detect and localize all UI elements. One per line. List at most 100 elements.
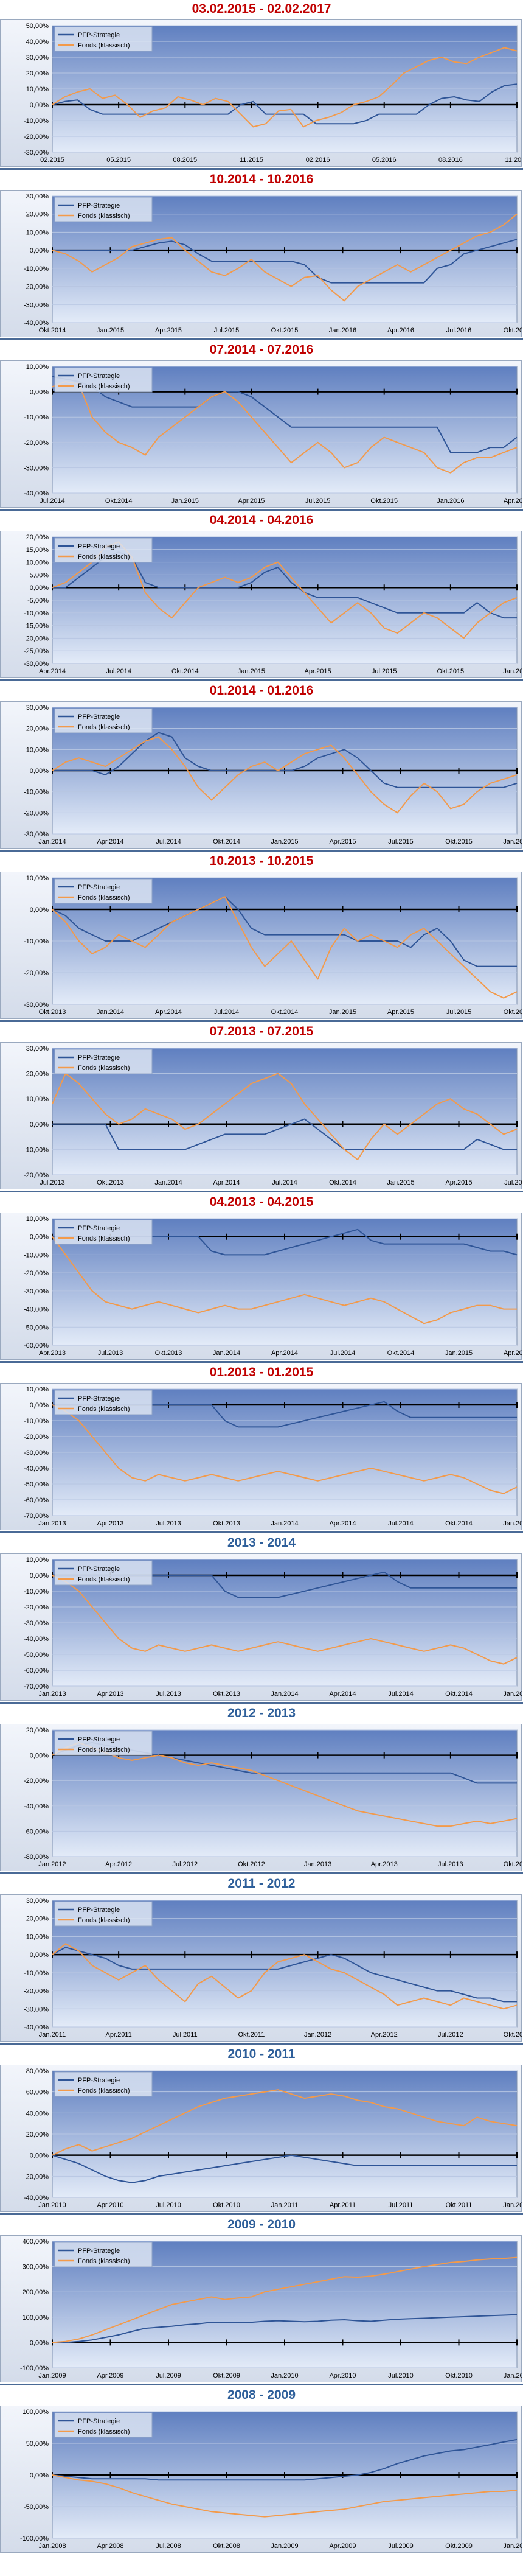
y-tick-label: -30,00% [24, 1288, 49, 1295]
y-tick-label: -40,00% [24, 1803, 49, 1810]
legend-box [54, 2242, 153, 2267]
x-tick-label: Jan.2011 [271, 2202, 298, 2209]
y-tick-label: -40,00% [24, 320, 49, 327]
series-line-fund [52, 1741, 518, 1827]
x-tick-label: Okt.2014 [171, 668, 199, 675]
y-tick-label: 0,00% [30, 102, 49, 109]
chart-title: 04.2013 - 04.2015 [209, 1195, 314, 1209]
series-line-strategy [52, 239, 518, 284]
x-tick-label: Jul.2009 [156, 2372, 181, 2379]
series-line-fund [52, 1575, 518, 1665]
x-tick-label: Apr.2014 [271, 1349, 298, 1357]
y-tick-label: -30,00% [24, 1001, 49, 1009]
x-tick-label: Jan.2015 [171, 497, 199, 505]
line-chart: 20,00% 15,00% 10,00% 5,00% 0,00% -5,00% -10,00… [24, 534, 522, 675]
x-tick-label: Jul.2015 [504, 1179, 522, 1186]
legend-label: PFP-Strategie [78, 2077, 120, 2084]
chart-panel: 03.02.2015 - 02.02.2017 50,00% 40,00% 30,00… [0, 0, 523, 170]
x-tick-label: 11.2016 [505, 156, 522, 164]
series-line-strategy [52, 2314, 518, 2343]
y-tick-label: 20,00% [26, 534, 49, 541]
chart-title: 2013 - 2014 [227, 1536, 296, 1550]
chart-title: 07.2013 - 07.2015 [209, 1024, 314, 1038]
legend-box [54, 1049, 153, 1074]
x-tick-label: Apr.2009 [97, 2372, 123, 2379]
legend-box [54, 1219, 153, 1245]
chart-panel: 2011 - 2012 30,00% 20,00% 10,00% 0,00% -10,00… [0, 1875, 523, 2045]
y-tick-label: -100,00% [20, 2365, 49, 2372]
y-tick-label: -100,00% [20, 2535, 49, 2543]
line-chart: 10,00% 0,00% -10,00% -20,00% -30,00% -40,00% -… [24, 1386, 522, 1527]
y-tick-label: -20,00% [24, 284, 49, 291]
y-tick-label: 300,00% [23, 2264, 49, 2271]
x-tick-label: Okt.2011 [446, 2202, 473, 2209]
x-tick-label: Jul.2010 [388, 2372, 414, 2379]
y-tick-label: -10,00% [24, 1418, 49, 1425]
y-tick-label: -70,00% [24, 1683, 49, 1690]
y-tick-label: 30,00% [26, 54, 49, 61]
x-tick-label: Jan.2013 [38, 1520, 66, 1527]
y-tick-label: -25,00% [24, 648, 49, 655]
chart-title: 2008 - 2009 [227, 2388, 296, 2402]
x-tick-label: Jul.2013 [156, 1520, 181, 1527]
x-tick-label: Okt.2014 [445, 1690, 473, 1698]
y-tick-label: -40,00% [24, 2024, 49, 2031]
chart-panel: 10.2014 - 10.2016 30,00% 20,00% 10,00% 0,00%… [0, 170, 523, 341]
chart-title: 01.2013 - 01.2015 [209, 1365, 314, 1379]
x-tick-label: Okt.2016 [504, 327, 522, 334]
x-tick-label: Jan.2011 [504, 2372, 522, 2379]
x-tick-label: Jan.2016 [503, 668, 522, 675]
y-tick-label: -30,00% [24, 2006, 49, 2013]
y-tick-label: 0,00% [30, 768, 49, 775]
legend-label: PFP-Strategie [78, 373, 120, 380]
series-line-strategy [52, 83, 518, 125]
x-tick-label: Okt.2011 [238, 2031, 265, 2039]
line-chart: 30,00% 20,00% 10,00% 0,00% -10,00% -20,00% -30… [24, 1897, 522, 2039]
y-tick-label: -20,00% [24, 133, 49, 141]
legend: PFP-Strategie Fonds (klassisch) [54, 1731, 153, 1756]
x-tick-label: Jan.2012 [503, 2202, 522, 2209]
x-tick-label: Jul.2014 [272, 1179, 297, 1186]
y-tick-label: 400,00% [23, 2238, 49, 2245]
x-tick-label: Jul.2014 [214, 1009, 240, 1016]
chart-panel: 2013 - 2014 10,00% 0,00% -10,00% -20,00% -30,… [0, 1534, 523, 1704]
y-tick-label: -15,00% [24, 623, 49, 630]
x-tick-label: Okt.2013 [213, 1520, 240, 1527]
x-tick-label: Apr.2011 [330, 2202, 356, 2209]
y-tick-label: 0,00% [30, 584, 49, 592]
legend-label: PFP-Strategie [78, 202, 120, 209]
x-tick-label: Jul.2008 [156, 2543, 181, 2550]
series-line-strategy [52, 896, 517, 967]
x-tick-label: Okt.2015 [445, 838, 473, 845]
legend-label: Fonds (klassisch) [78, 1917, 130, 1924]
x-tick-label: Jan.2011 [39, 2031, 66, 2039]
panel-separator [0, 1702, 523, 1704]
y-tick-label: 20,00% [26, 2131, 49, 2138]
y-tick-label: 10,00% [26, 1096, 49, 1103]
chart-title: 01.2014 - 01.2016 [209, 684, 314, 698]
x-tick-label: Jul.2014 [388, 1690, 414, 1698]
panel-separator [0, 338, 523, 340]
y-tick-label: -10,00% [24, 1970, 49, 1977]
x-tick-label: Okt.2015 [370, 497, 398, 505]
legend-box [54, 537, 153, 563]
x-tick-label: Jan.2015 [503, 1520, 522, 1527]
legend-label: PFP-Strategie [78, 884, 120, 891]
legend: PFP-Strategie Fonds (klassisch) [54, 2412, 153, 2438]
y-tick-label: -10,00% [24, 265, 49, 273]
legend: PFP-Strategie Fonds (klassisch) [54, 197, 153, 222]
y-tick-label: -40,00% [24, 1636, 49, 1643]
line-chart: 10,00%0,00%-10,00%-20,00%-30,00%-40,00%J… [24, 363, 522, 505]
x-tick-label: Jul.2014 [106, 668, 131, 675]
y-tick-label: 20,00% [26, 1727, 49, 1734]
x-tick-label: Apr.2014 [329, 1690, 356, 1698]
legend: PFP-Strategie Fonds (klassisch) [54, 708, 153, 733]
y-tick-label: -20,00% [24, 635, 49, 642]
x-tick-label: Apr.2010 [97, 2202, 123, 2209]
y-tick-label: 80,00% [26, 2068, 49, 2075]
legend-label: Fonds (klassisch) [78, 894, 130, 901]
y-tick-label: 20,00% [26, 726, 49, 733]
y-tick-label: -60,00% [24, 1342, 49, 1349]
y-tick-label: -50,00% [24, 1481, 49, 1488]
chart-panel: 01.2014 - 01.2016 30,00% 20,00% 10,00% 0,00%… [0, 682, 523, 852]
